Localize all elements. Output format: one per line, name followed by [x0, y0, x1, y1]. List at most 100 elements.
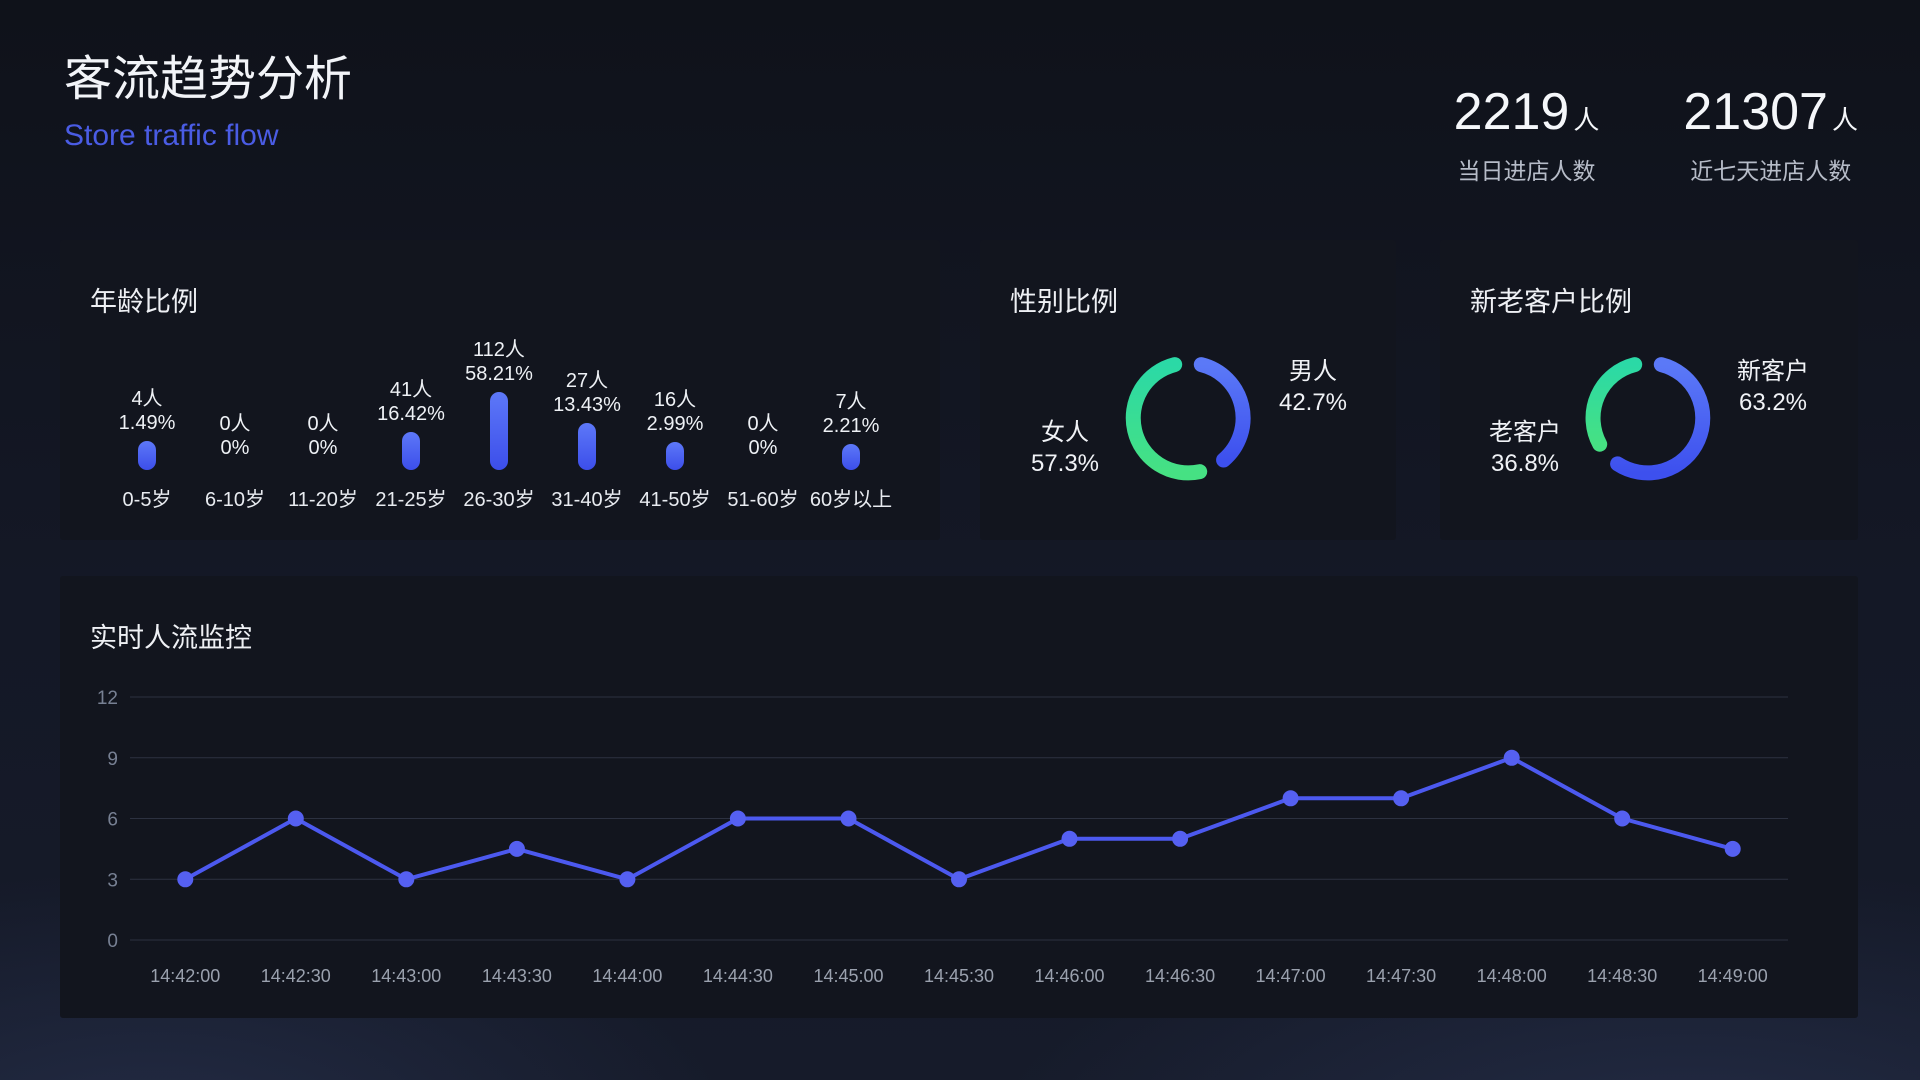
x-axis-tick: 14:44:30	[703, 966, 773, 986]
line-point-14:42:00[interactable]	[177, 871, 194, 888]
age-category-column[interactable]: 0人 0% 51-60岁	[719, 240, 807, 540]
stat-week-value: 21307 人	[1683, 86, 1858, 138]
age-value-label: 0人 0%	[307, 413, 339, 459]
age-category-label: 31-40岁	[551, 489, 623, 511]
donut-label-女人: 女人 57.3%	[1030, 419, 1100, 477]
page-header: 客流趋势分析 Store traffic flow	[64, 53, 353, 153]
line-point-14:47:00[interactable]	[1282, 790, 1299, 807]
stat-week: 21307 人 近七天进店人数	[1683, 86, 1858, 186]
age-category-column[interactable]: 27人 13.43% 31-40岁	[543, 240, 631, 540]
panel-age-ratio: 年龄比例 4人 1.49% 0-5岁 0人 0% 6-10岁 0人 0% 11-20岁 41人 16…	[60, 240, 940, 540]
panel-customer-title: 新老客户比例	[1470, 287, 1632, 317]
x-axis-tick: 14:45:30	[924, 966, 994, 986]
header-stats: 2219 人 当日进店人数 21307 人 近七天进店人数	[1454, 86, 1858, 186]
panel-customer-ratio: 新老客户比例 新客户 63.2% 老客户 36.8%	[1440, 240, 1858, 540]
donut-label-老客户: 老客户 36.8%	[1489, 419, 1561, 477]
age-bar[interactable]	[578, 423, 596, 470]
line-point-14:44:00[interactable]	[619, 871, 636, 888]
stat-today-number: 2219	[1453, 83, 1570, 141]
age-category-column[interactable]: 0人 0% 6-10岁	[191, 240, 279, 540]
x-axis-tick: 14:43:30	[482, 966, 552, 986]
donut-segment-女人[interactable]	[1125, 357, 1208, 481]
page-subtitle: Store traffic flow	[64, 118, 279, 152]
line-point-14:48:00[interactable]	[1503, 749, 1520, 766]
line-point-14:46:30[interactable]	[1172, 830, 1189, 847]
x-axis-tick: 14:49:00	[1698, 966, 1768, 986]
donut-segment-新客户[interactable]	[1610, 357, 1711, 481]
age-bar[interactable]	[842, 444, 860, 470]
age-value-label: 4人 1.49%	[118, 388, 176, 434]
line-point-14:44:30[interactable]	[729, 810, 746, 827]
line-point-14:46:00[interactable]	[1061, 830, 1078, 847]
panel-realtime-monitor: 实时人流监控 0 3 6 9 12 14:42:00 14:42:30 14:43:00 14:…	[60, 576, 1858, 1018]
x-axis-tick: 14:44:00	[592, 966, 662, 986]
age-category-label: 0-5岁	[122, 489, 172, 511]
age-value-label: 112人 58.21%	[465, 339, 533, 385]
age-category-label: 60岁以上	[809, 489, 893, 511]
line-point-14:49:00[interactable]	[1724, 840, 1741, 857]
stat-week-number: 21307	[1683, 83, 1828, 141]
page-title: 客流趋势分析	[64, 53, 353, 106]
x-axis-tick: 14:48:00	[1477, 966, 1547, 986]
age-category-label: 26-30岁	[463, 489, 535, 511]
x-axis-tick: 14:45:00	[813, 966, 883, 986]
stat-week-label: 近七天进店人数	[1690, 158, 1852, 184]
panel-gender-ratio: 性别比例 男人 42.7% 女人 57.3%	[980, 240, 1396, 540]
age-category-column[interactable]: 16人 2.99% 41-50岁	[631, 240, 719, 540]
y-axis-tick-12: 12	[97, 688, 118, 709]
y-axis-tick-6: 6	[107, 810, 118, 831]
x-axis-tick: 14:47:30	[1366, 966, 1436, 986]
age-value-label: 16人 2.99%	[646, 389, 704, 435]
donut-label-男人: 男人 42.7%	[1278, 358, 1348, 416]
y-axis-tick-9: 9	[107, 749, 118, 770]
y-axis-tick-0: 0	[107, 931, 118, 952]
age-bar-chart[interactable]: 4人 1.49% 0-5岁 0人 0% 6-10岁 0人 0% 11-20岁 41人 16.42% 2…	[60, 240, 940, 540]
age-category-label: 41-50岁	[639, 489, 711, 511]
stat-today: 2219 人 当日进店人数	[1454, 86, 1600, 186]
stat-today-label: 当日进店人数	[1457, 158, 1596, 184]
line-point-14:48:30[interactable]	[1614, 810, 1631, 827]
line-point-14:45:00[interactable]	[840, 810, 857, 827]
realtime-line-chart[interactable]: 0 3 6 9 12 14:42:00 14:42:30 14:43:00 14:43:30 14…	[60, 576, 1858, 1018]
panel-age-title: 年龄比例	[90, 287, 198, 317]
x-axis-tick: 14:46:30	[1145, 966, 1215, 986]
age-category-column[interactable]: 0人 0% 11-20岁	[279, 240, 367, 540]
age-bar[interactable]	[138, 441, 156, 470]
age-category-label: 21-25岁	[375, 489, 447, 511]
stat-week-unit: 人	[1831, 105, 1858, 135]
age-category-label: 51-60岁	[727, 489, 799, 511]
age-value-label: 27人 13.43%	[553, 370, 621, 416]
line-point-14:47:30[interactable]	[1393, 790, 1410, 807]
customer-donut-chart[interactable]: 新客户 63.2% 老客户 36.8%	[1440, 240, 1858, 540]
y-axis-tick-3: 3	[107, 870, 118, 891]
line-point-14:45:30[interactable]	[951, 871, 967, 888]
panel-realtime-title: 实时人流监控	[90, 623, 252, 653]
gender-donut-chart[interactable]: 男人 42.7% 女人 57.3%	[980, 240, 1396, 540]
age-bar[interactable]	[402, 432, 420, 470]
age-category-column[interactable]: 41人 16.42% 21-25岁	[367, 240, 455, 540]
panel-gender-title: 性别比例	[1010, 287, 1118, 317]
line-point-14:42:30[interactable]	[287, 810, 304, 827]
age-category-column[interactable]: 112人 58.21% 26-30岁	[455, 240, 543, 540]
age-category-label: 6-10岁	[204, 489, 266, 511]
donut-segment-男人[interactable]	[1193, 357, 1251, 468]
line-point-14:43:30[interactable]	[508, 840, 525, 857]
age-bar[interactable]	[666, 442, 684, 470]
donut-label-新客户: 新客户 63.2%	[1737, 358, 1809, 416]
age-category-column[interactable]: 4人 1.49% 0-5岁	[103, 240, 191, 540]
x-axis-tick: 14:42:30	[261, 966, 331, 986]
age-bar[interactable]	[490, 392, 508, 470]
age-value-label: 7人 2.21%	[822, 391, 880, 437]
donut-segment-老客户[interactable]	[1585, 357, 1643, 452]
x-axis-tick: 14:46:00	[1034, 966, 1104, 986]
age-value-label: 0人 0%	[219, 413, 251, 459]
age-category-column[interactable]: 7人 2.21% 60岁以上	[807, 240, 895, 540]
age-value-label: 41人 16.42%	[377, 379, 445, 425]
age-value-label: 0人 0%	[747, 413, 779, 459]
line-point-14:43:00[interactable]	[398, 871, 415, 888]
x-axis-tick: 14:48:30	[1587, 966, 1657, 986]
stat-today-unit: 人	[1573, 105, 1600, 135]
x-axis-tick: 14:43:00	[371, 966, 441, 986]
x-axis-tick: 14:42:00	[150, 966, 220, 986]
